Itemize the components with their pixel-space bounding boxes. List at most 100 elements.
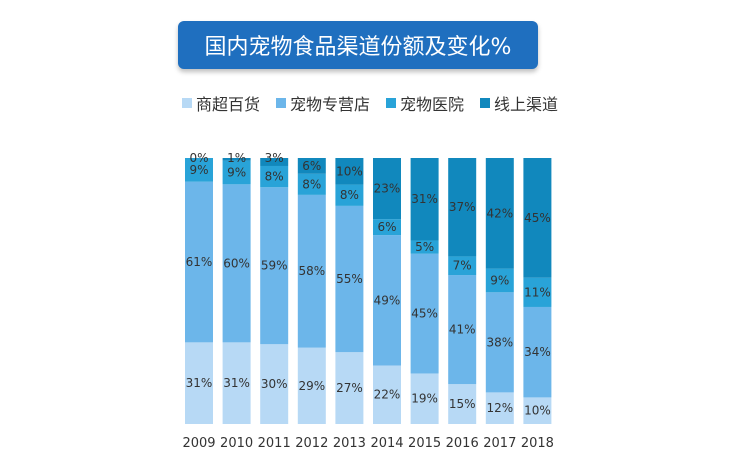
bar-segment-2016-1 — [448, 275, 477, 385]
bar-segment-2012-1 — [297, 194, 326, 348]
bar-segment-2012-0 — [297, 347, 326, 424]
data-label-2018-0: 10% — [524, 404, 551, 418]
legend-label-pet-store: 宠物专营店 — [290, 95, 371, 114]
data-label-2011-1: 59% — [261, 259, 288, 273]
x-tick-label-2018: 2018 — [521, 436, 554, 451]
bar-segment-2014-0 — [373, 365, 401, 424]
data-label-2016-0: 15% — [449, 397, 476, 411]
data-label-2012-1: 58% — [298, 264, 325, 278]
bar-segment-2010-3 — [222, 158, 251, 161]
data-label-2012-3: 6% — [302, 159, 321, 173]
legend-swatch-online — [480, 98, 491, 108]
legend-swatch-supermarket — [182, 98, 192, 108]
legend-item-online: 线上渠道 — [480, 91, 558, 115]
data-label-2015-0: 19% — [411, 392, 438, 406]
legend: 商超百货 宠物专营店 宠物医院 线上渠道 — [182, 91, 558, 115]
data-label-2014-0: 22% — [374, 388, 401, 402]
bar-segment-2011-3 — [260, 158, 289, 166]
data-label-2009-3: 0% — [189, 151, 208, 165]
bar-segment-2018-3 — [523, 158, 552, 278]
bar-segment-2017-2 — [485, 268, 514, 293]
data-label-2017-3: 42% — [486, 206, 513, 220]
x-tick-label-2014: 2014 — [370, 436, 403, 451]
legend-label-online: 线上渠道 — [494, 95, 559, 114]
bar-segment-2014-2 — [373, 219, 401, 236]
x-tick-label-2012: 2012 — [295, 436, 328, 451]
legend-label-pet-hospital: 宠物医院 — [400, 95, 465, 114]
bar-segment-2011-1 — [260, 187, 289, 345]
data-label-2013-0: 27% — [336, 381, 363, 395]
data-label-2013-2: 8% — [340, 188, 359, 202]
data-label-2009-1: 61% — [186, 255, 213, 269]
data-label-2011-0: 30% — [261, 377, 288, 391]
bar-segment-2013-2 — [335, 184, 364, 206]
data-label-2012-2: 8% — [302, 177, 321, 191]
x-tick-label-2009: 2009 — [182, 436, 215, 451]
x-tick-label-2010: 2010 — [220, 436, 253, 451]
data-label-2014-2: 6% — [377, 220, 396, 234]
bar-segment-2009-2 — [185, 158, 213, 182]
data-label-2011-3: 3% — [265, 151, 284, 165]
bar-segment-2009-1 — [185, 181, 213, 343]
bar-segment-2017-3 — [485, 158, 514, 269]
data-label-2013-1: 55% — [336, 272, 363, 286]
bar-segment-2010-0 — [222, 342, 251, 424]
x-tick-label-2011: 2011 — [258, 436, 291, 451]
data-label-2016-3: 37% — [449, 200, 476, 214]
bar-segment-2017-1 — [485, 292, 514, 393]
bar-segment-2009-0 — [185, 342, 213, 424]
bar-segment-2011-0 — [260, 344, 289, 424]
data-label-2010-3: 1% — [227, 151, 246, 165]
data-label-2010-1: 60% — [223, 256, 250, 270]
bar-segment-2016-0 — [448, 384, 477, 424]
bar-segment-2016-2 — [448, 256, 477, 276]
legend-item-pet-hospital: 宠物医院 — [386, 91, 464, 115]
x-tick-label-2013: 2013 — [333, 436, 366, 451]
legend-swatch-pet-store — [276, 98, 287, 108]
data-label-2009-0: 31% — [186, 376, 213, 390]
bar-segment-2012-3 — [297, 158, 326, 174]
data-label-2009-2: 9% — [189, 163, 208, 177]
bar-segment-2014-3 — [373, 158, 401, 220]
bar-segment-2015-1 — [410, 253, 439, 374]
legend-swatch-pet-hospital — [386, 98, 397, 108]
x-tick-label-2017: 2017 — [483, 436, 516, 451]
data-label-2016-1: 41% — [449, 323, 476, 337]
data-label-2017-1: 38% — [486, 335, 513, 349]
bar-segment-2015-0 — [410, 373, 439, 424]
data-label-2010-2: 9% — [227, 165, 246, 179]
bar-segment-2018-2 — [523, 277, 552, 307]
data-label-2015-1: 45% — [411, 307, 438, 321]
data-label-2011-2: 8% — [265, 170, 284, 184]
bar-segment-2010-1 — [222, 184, 251, 343]
data-label-2012-0: 29% — [298, 379, 325, 393]
bar-segment-2016-3 — [448, 158, 477, 257]
legend-item-pet-store: 宠物专营店 — [276, 91, 370, 115]
data-label-2013-3: 10% — [336, 164, 363, 178]
data-label-2015-3: 31% — [411, 192, 438, 206]
chart-title: 国内宠物食品渠道份额及变化% — [178, 21, 538, 69]
data-label-2018-1: 34% — [524, 345, 551, 359]
bar-segment-2013-1 — [335, 205, 364, 353]
bar-segment-2015-2 — [410, 240, 439, 254]
data-label-2015-2: 5% — [415, 240, 434, 254]
bar-segment-2010-2 — [222, 160, 251, 185]
data-label-2018-3: 45% — [524, 211, 551, 225]
legend-item-supermarket: 商超百货 — [182, 91, 260, 115]
bar-segment-2011-2 — [260, 165, 289, 188]
x-tick-label-2015: 2015 — [408, 436, 441, 451]
bar-segment-2018-0 — [523, 397, 552, 424]
bar-segment-2018-1 — [523, 306, 552, 398]
bar-segment-2017-0 — [485, 392, 514, 424]
data-label-2017-0: 12% — [486, 401, 513, 415]
data-label-2010-0: 31% — [223, 376, 250, 390]
bar-segment-2012-2 — [297, 173, 326, 195]
legend-label-supermarket: 商超百货 — [196, 95, 261, 114]
x-tick-label-2016: 2016 — [446, 436, 479, 451]
data-label-2014-1: 49% — [374, 293, 401, 307]
bar-segment-2013-3 — [335, 158, 364, 185]
bar-segment-2013-0 — [335, 352, 364, 424]
data-label-2014-3: 23% — [374, 182, 401, 196]
data-label-2016-2: 7% — [453, 259, 472, 273]
